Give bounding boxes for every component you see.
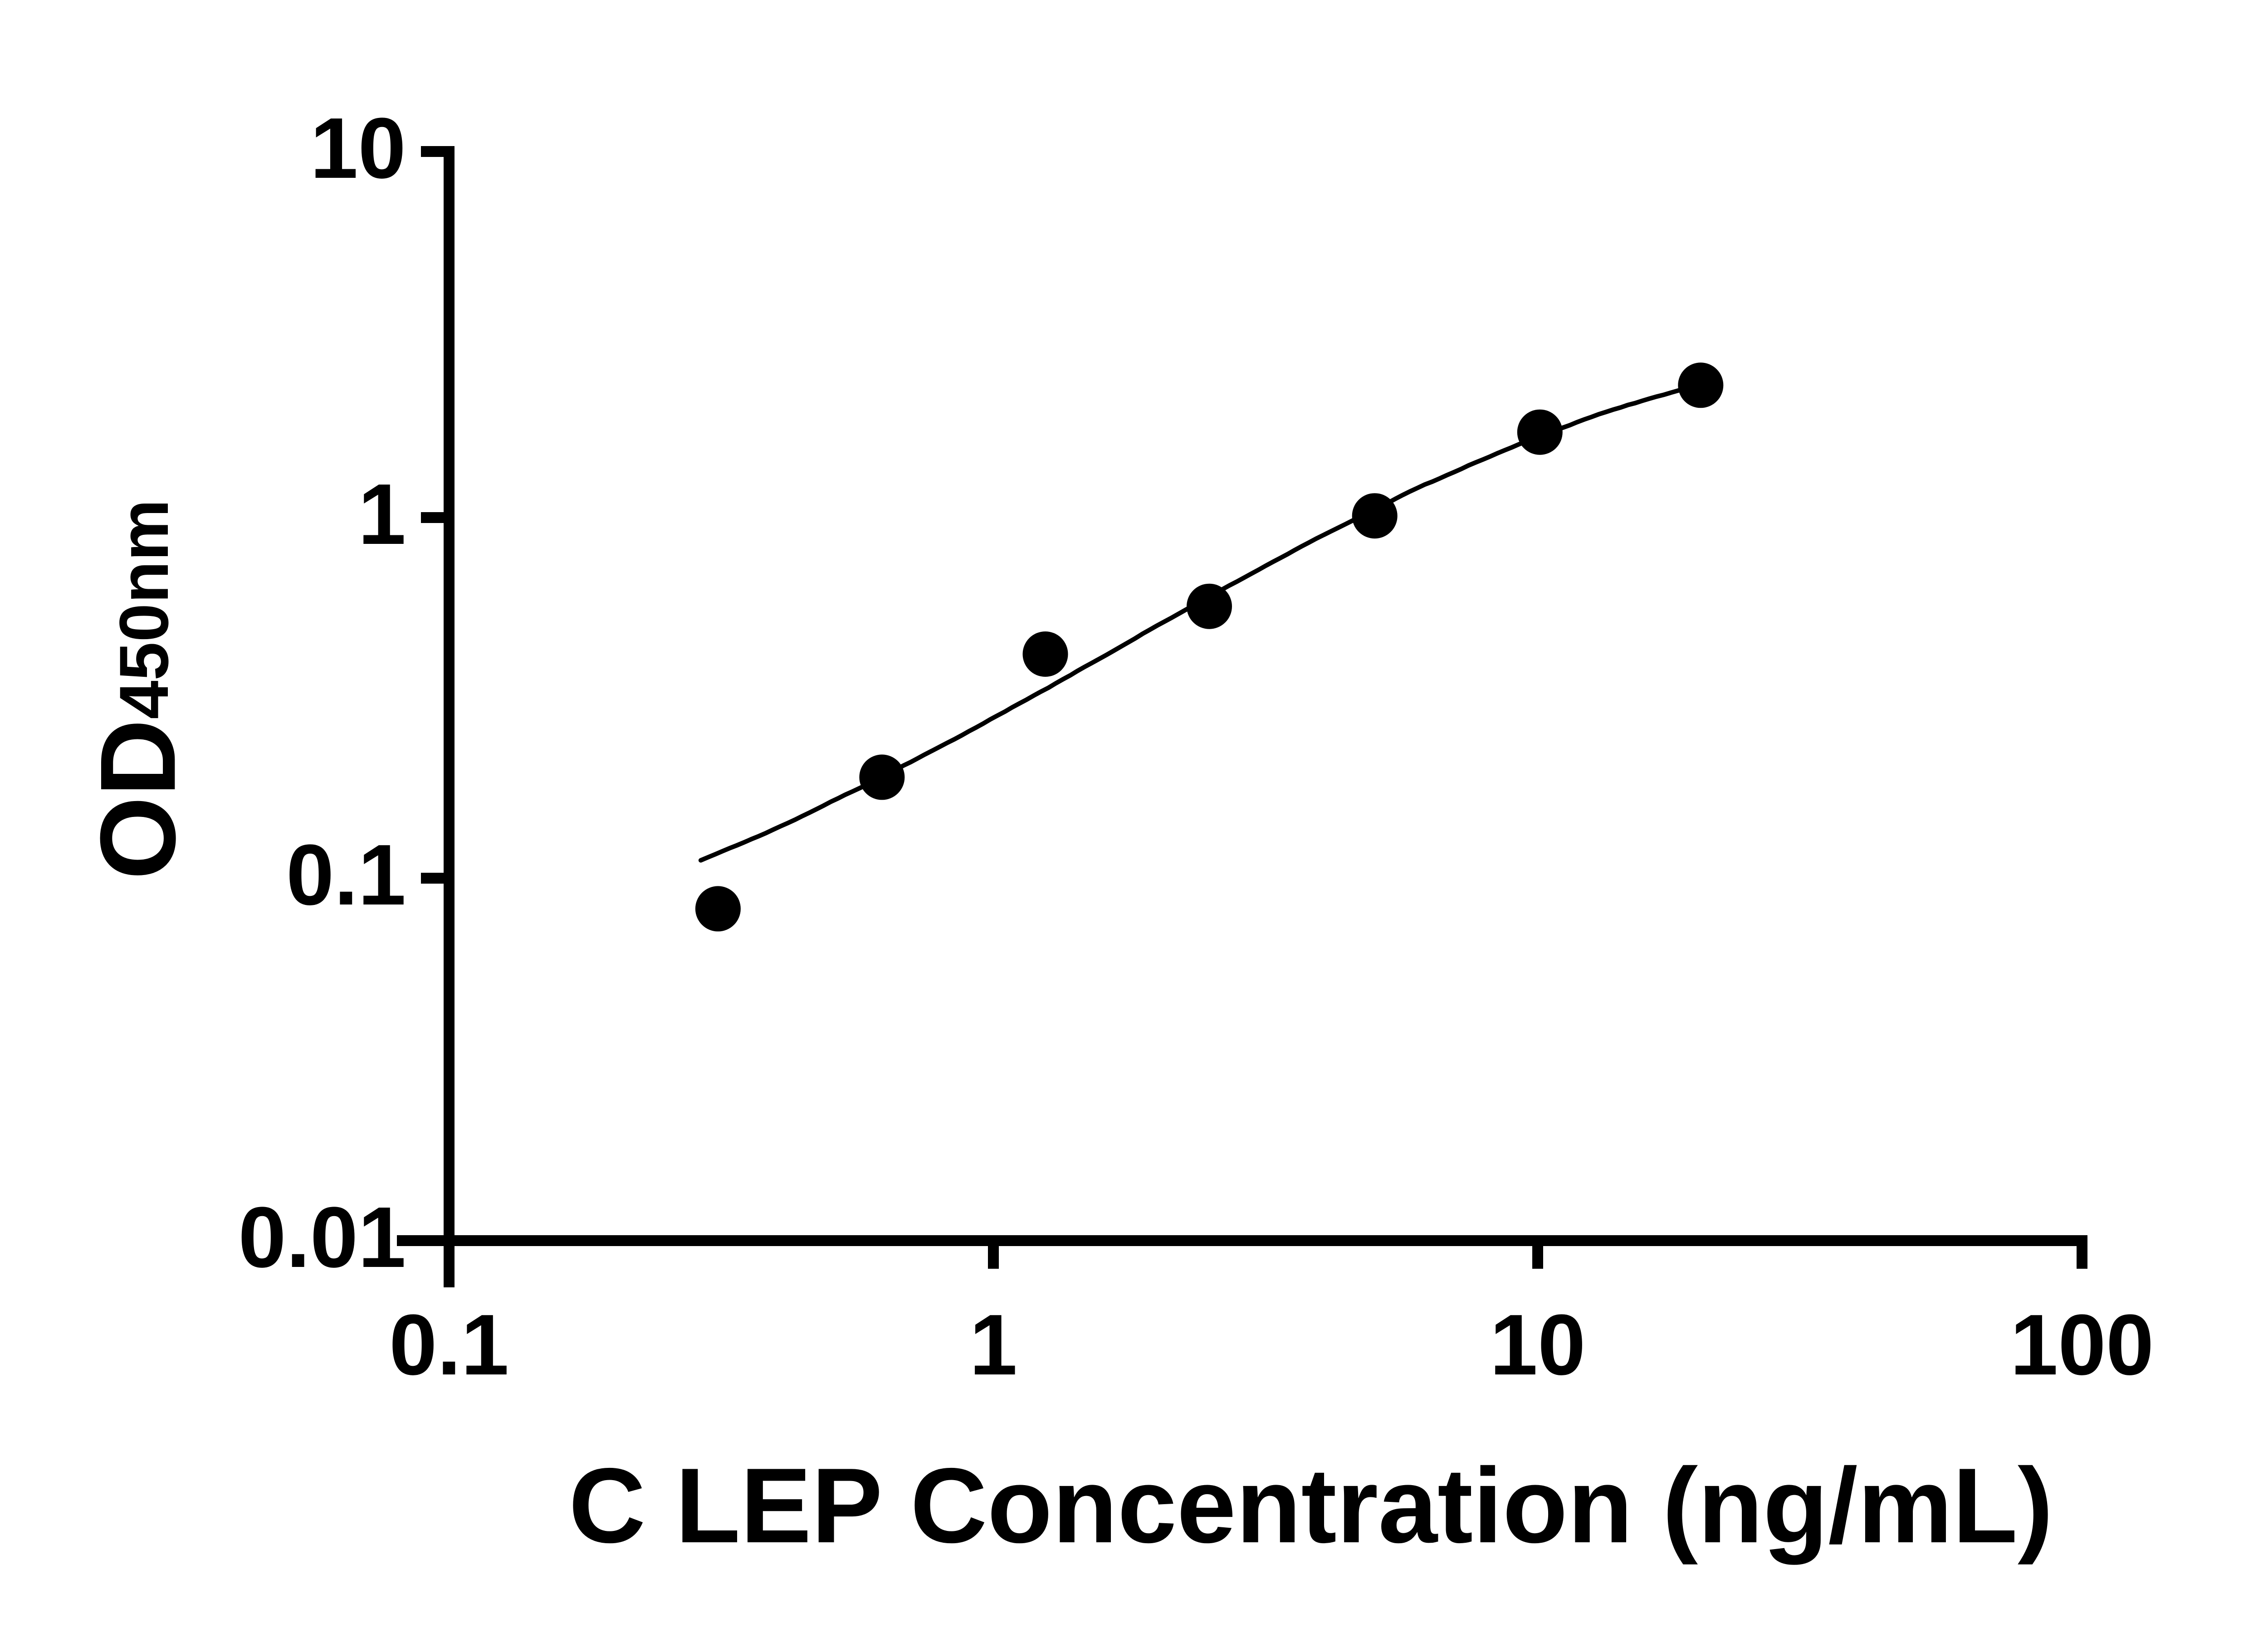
svg-text:C LEP Concentration (ng/mL): C LEP Concentration (ng/mL) xyxy=(569,1446,2053,1565)
svg-text:10: 10 xyxy=(310,100,406,196)
svg-text:0.1: 0.1 xyxy=(286,827,406,923)
svg-text:10: 10 xyxy=(1490,1297,1585,1393)
svg-text:0.01: 0.01 xyxy=(238,1189,406,1286)
svg-text:1: 1 xyxy=(969,1297,1017,1393)
svg-text:1: 1 xyxy=(358,466,406,562)
svg-text:0.1: 0.1 xyxy=(389,1297,509,1393)
svg-text:100: 100 xyxy=(2010,1297,2154,1393)
